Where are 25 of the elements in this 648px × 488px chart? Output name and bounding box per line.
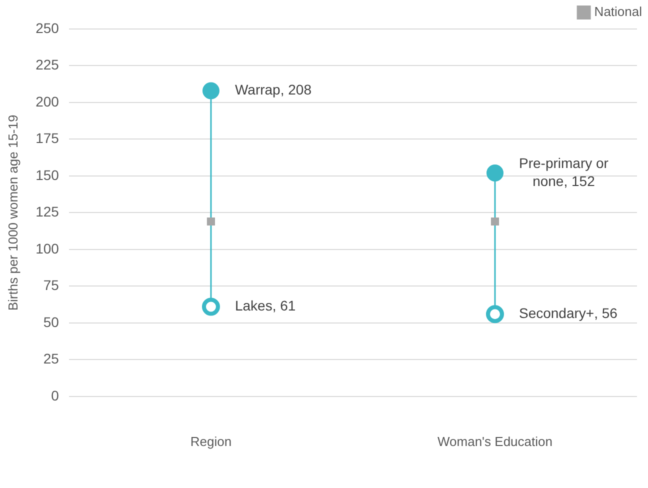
y-axis-title: Births per 1000 women age 15-19 <box>5 114 20 311</box>
y-tick-label: 100 <box>36 240 60 256</box>
data-label: Pre-primary or none, 152 <box>518 154 609 189</box>
y-tick-label: 250 <box>36 20 60 36</box>
data-label: Lakes, 61 <box>234 298 296 314</box>
y-tick-label: 200 <box>36 93 60 110</box>
point <box>202 82 220 100</box>
x-tick-label: Region <box>190 434 232 449</box>
point <box>486 305 504 324</box>
data-label: Warrap, 208 <box>234 82 312 98</box>
point <box>486 164 504 182</box>
x-tick-label: Woman's Education <box>438 434 552 449</box>
y-tick-label: 225 <box>36 56 60 73</box>
y-tick-label: 25 <box>43 350 60 367</box>
y-tick-label: 125 <box>36 204 60 220</box>
y-tick-label: 150 <box>36 166 60 183</box>
point <box>206 217 216 226</box>
y-tick-label: 50 <box>43 314 60 330</box>
data-label: Secondary+, 56 <box>518 304 618 321</box>
y-tick-label: 0 <box>51 387 60 404</box>
legend-label: National <box>594 4 642 20</box>
y-tick-label: 175 <box>36 130 60 146</box>
y-tick-label: 75 <box>43 277 60 294</box>
point <box>202 298 220 316</box>
point <box>490 217 500 226</box>
